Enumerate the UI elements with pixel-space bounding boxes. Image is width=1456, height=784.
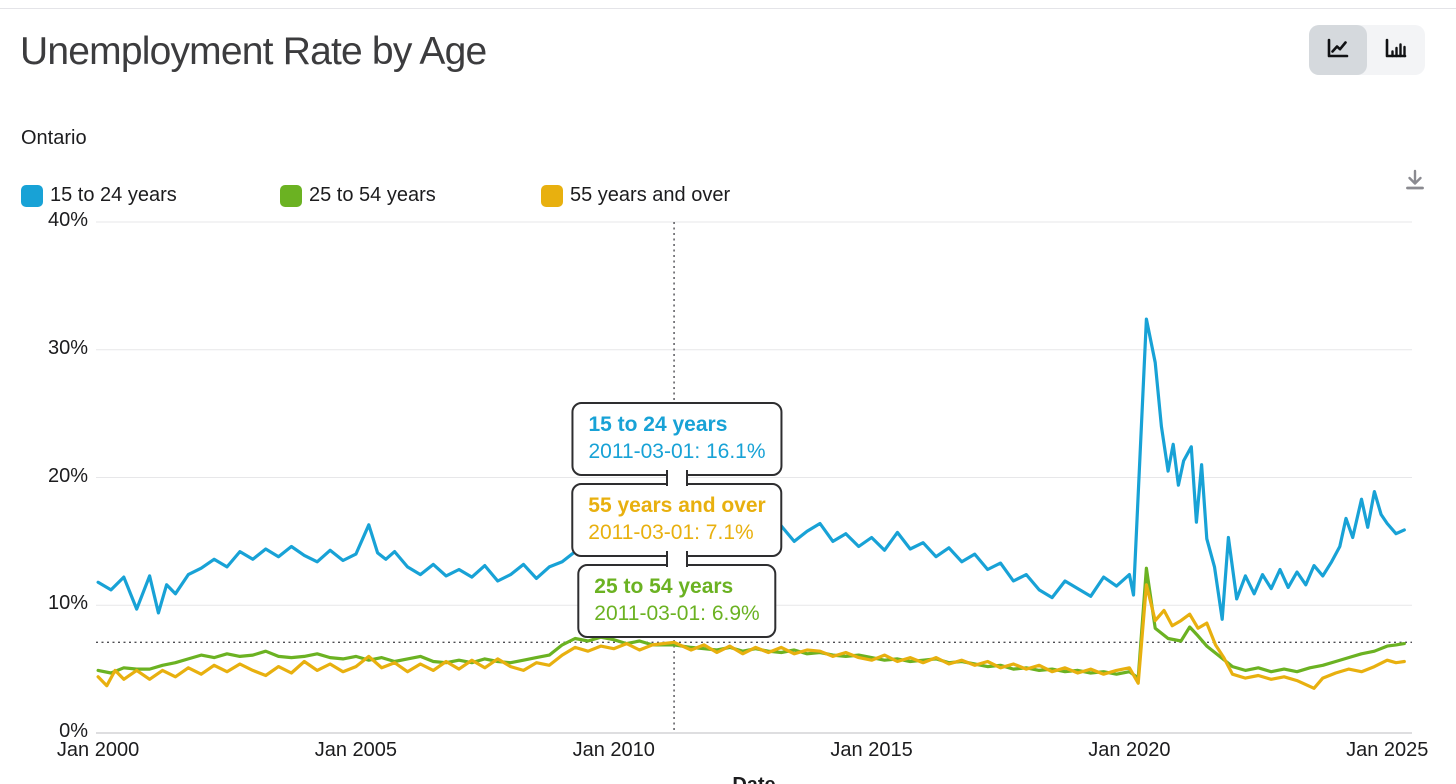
page-title: Unemployment Rate by Age: [20, 30, 487, 73]
tooltip-55-and-over: 55 years and over 2011-03-01: 7.1%: [571, 483, 783, 557]
tooltip-25-to-54: 25 to 54 years 2011-03-01: 6.9%: [577, 564, 777, 638]
region-label: Ontario: [21, 127, 87, 149]
legend-label: 15 to 24 years: [50, 184, 177, 206]
y-tick-label: 10%: [47, 592, 88, 615]
tooltip-value: 2011-03-01: 7.1%: [588, 521, 754, 544]
y-tick-label: 40%: [47, 209, 88, 231]
x-tick-label: Jan 2025: [1346, 739, 1429, 761]
legend-item-25-to-54[interactable]: 25 to 54 years: [280, 184, 436, 207]
legend-swatch-55-and-over: [541, 184, 563, 207]
line-chart-toggle-button[interactable]: [1309, 25, 1367, 75]
series-line-15-to-24-years[interactable]: [96, 317, 1406, 621]
x-tick-label: Jan 2000: [56, 739, 140, 761]
bar-chart-toggle-button[interactable]: [1367, 25, 1425, 75]
y-tick-label: 0%: [59, 720, 88, 742]
tooltip-series-name: 25 to 54 years: [594, 575, 734, 598]
chart-legend: 15 to 24 years 25 to 54 years 55 years a…: [0, 184, 1456, 210]
legend-swatch-25-to-54: [280, 184, 302, 207]
tooltip-15-to-24: 15 to 24 years 2011-03-01: 16.1%: [571, 402, 783, 476]
y-tick-label: 20%: [47, 464, 88, 487]
legend-label: 55 years and over: [570, 184, 731, 206]
download-button[interactable]: [1398, 164, 1432, 198]
x-tick-label: Jan 2020: [1088, 739, 1171, 761]
tooltip-value: 2011-03-01: 6.9%: [594, 602, 760, 625]
y-tick-label: 30%: [47, 336, 88, 359]
series-line-55-years-and-over[interactable]: [96, 583, 1406, 690]
line-chart-icon: [1324, 35, 1352, 66]
x-tick-label: Jan 2010: [572, 739, 655, 761]
tooltip-value: 2011-03-01: 16.1%: [588, 440, 766, 463]
x-tick-label: Jan 2005: [314, 739, 398, 761]
legend-label: 25 to 54 years: [309, 184, 436, 206]
x-tick-label: Jan 2015: [830, 739, 913, 761]
x-axis-title: Date: [732, 774, 775, 784]
tooltip-connector: [666, 470, 688, 486]
chart-type-toggle: [1309, 25, 1425, 75]
legend-swatch-15-to-24: [21, 184, 43, 207]
download-icon: [1400, 169, 1430, 198]
tooltip-connector: [666, 551, 688, 567]
top-divider: [0, 8, 1456, 9]
bar-chart-icon: [1382, 35, 1410, 66]
tooltip-series-name: 55 years and over: [588, 494, 766, 517]
legend-item-55-and-over[interactable]: 55 years and over: [541, 184, 730, 207]
legend-item-15-to-24[interactable]: 15 to 24 years: [21, 184, 177, 207]
tooltip-series-name: 15 to 24 years: [588, 413, 728, 436]
series-line-25-to-54-years[interactable]: [96, 566, 1406, 680]
